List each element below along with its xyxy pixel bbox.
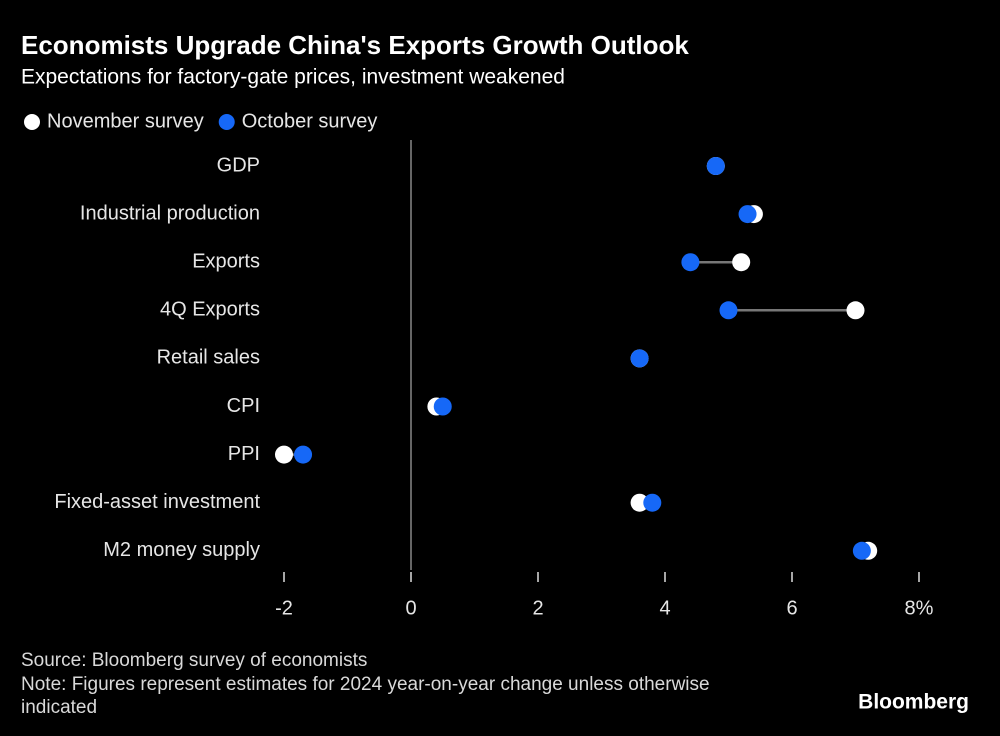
category-label: GDP <box>217 154 260 176</box>
brand: Bloomberg <box>858 691 969 714</box>
category-label: Exports <box>192 250 260 272</box>
source: Source: Bloomberg survey of economists <box>21 650 368 671</box>
category-label: Retail sales <box>157 347 260 369</box>
legend-label: November survey <box>47 110 204 132</box>
dot <box>732 253 751 272</box>
dot <box>630 493 649 512</box>
note: Note: Figures represent estimates for 20… <box>21 674 710 718</box>
chart-subtitle: Expectations for factory-gate prices, in… <box>21 66 565 89</box>
dot <box>706 157 725 175</box>
dot <box>433 397 452 416</box>
dot <box>643 493 662 512</box>
x-tick-label: 6 <box>786 597 797 619</box>
dot <box>719 301 738 320</box>
dot <box>275 445 293 464</box>
legend-label: October survey <box>242 110 378 132</box>
dot <box>738 205 757 224</box>
dot <box>681 253 700 272</box>
dot <box>852 541 871 560</box>
dot <box>294 445 313 464</box>
dot <box>630 349 649 368</box>
category-label: PPI <box>228 443 260 465</box>
category-label: 4Q Exports <box>160 299 260 321</box>
category-label: M2 money supply <box>103 539 260 561</box>
chart-title: Economists Upgrade China's Exports Growt… <box>21 30 689 60</box>
legend-marker <box>24 114 40 130</box>
x-tick-label: 4 <box>659 597 670 619</box>
x-tick-label: 8% <box>905 597 934 619</box>
category-label: CPI <box>227 395 260 417</box>
dot <box>846 301 865 320</box>
x-tick-label: -2 <box>275 597 293 619</box>
category-label: Fixed-asset investment <box>54 491 260 513</box>
legend-marker <box>218 114 235 130</box>
x-tick-label: 2 <box>532 597 543 619</box>
category-label: Industrial production <box>80 202 260 224</box>
x-tick-label: 0 <box>405 597 416 619</box>
